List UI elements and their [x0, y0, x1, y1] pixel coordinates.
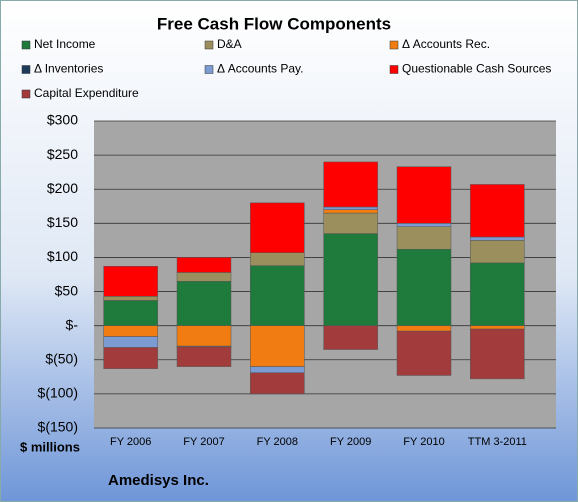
bar-segment — [250, 202, 305, 253]
bar-segment — [103, 266, 158, 297]
legend-label: Net Income — [34, 37, 96, 51]
bar-segment — [396, 166, 452, 224]
bar-segment — [103, 336, 158, 348]
legend-swatch — [389, 40, 399, 50]
bar-segment — [176, 325, 232, 347]
y-axis-label: $ millions — [20, 439, 80, 454]
legend-label: Capital Expenditure — [34, 86, 139, 100]
bar-segment — [396, 325, 452, 332]
y-tick-label: $- — [66, 316, 79, 332]
x-tick-label: TTM 3-2011 — [468, 436, 527, 448]
bar-segment — [250, 265, 305, 326]
y-tick-label: $50 — [55, 282, 79, 298]
y-tick-label: $(50) — [45, 350, 78, 366]
bar-segment — [176, 272, 232, 282]
bar-segment — [396, 226, 452, 250]
legend-swatch — [204, 65, 214, 74]
legend-swatch — [21, 40, 31, 50]
bar-segment — [470, 328, 525, 380]
legend-swatch — [21, 89, 31, 99]
bar-segment — [323, 161, 378, 208]
y-tick-label: $250 — [47, 146, 78, 162]
bar-segment — [470, 184, 525, 238]
bar-segment — [396, 223, 452, 227]
legend-swatch — [21, 65, 31, 74]
bar-segment — [470, 240, 525, 264]
bar-segment — [323, 233, 378, 326]
bar-segment — [103, 296, 158, 301]
bar-segment — [103, 325, 158, 337]
bar-segment — [103, 347, 158, 369]
bar-segment — [176, 281, 232, 326]
legend-label: Δ Inventories — [34, 62, 103, 76]
chart-title: Free Cash Flow Components — [157, 14, 391, 33]
bar-segment — [470, 262, 525, 326]
legend-label: Δ Accounts Pay. — [217, 62, 304, 76]
bar-segment — [250, 325, 305, 367]
x-tick-label: FY 2006 — [110, 436, 151, 448]
bar-segment — [323, 212, 378, 234]
bar-segment — [470, 325, 525, 330]
y-tick-label: $(100) — [38, 385, 78, 401]
x-tick-label: FY 2010 — [403, 436, 444, 448]
y-tick-label: $100 — [47, 248, 78, 264]
bar-segment — [470, 236, 525, 241]
bar-segment — [176, 257, 232, 273]
x-tick-label: FY 2009 — [330, 436, 371, 448]
y-tick-label: $200 — [47, 180, 78, 196]
y-tick-label: $300 — [47, 112, 78, 128]
bar-segment — [396, 249, 452, 326]
x-tick-label: FY 2007 — [183, 436, 224, 448]
x-tick-label: FY 2008 — [257, 436, 298, 448]
bar-segment — [323, 325, 378, 350]
bar-segment — [103, 300, 158, 326]
legend-label: Questionable Cash Sources — [402, 62, 551, 76]
y-tick-label: $150 — [47, 214, 78, 230]
legend-label: D&A — [217, 37, 242, 51]
annotation: Amedisys Inc. — [108, 472, 209, 489]
bar-segment — [250, 252, 305, 266]
bar-segment — [250, 366, 305, 373]
y-tick-label: $(150) — [38, 419, 78, 435]
legend-swatch — [204, 40, 214, 50]
bar-segment — [323, 209, 378, 214]
bar-segment — [176, 346, 232, 367]
legend-label: Δ Accounts Rec. — [402, 37, 490, 51]
bar-segment — [250, 372, 305, 395]
bar-segment — [396, 330, 452, 376]
bar-segment — [323, 206, 378, 210]
legend-swatch — [389, 65, 399, 74]
